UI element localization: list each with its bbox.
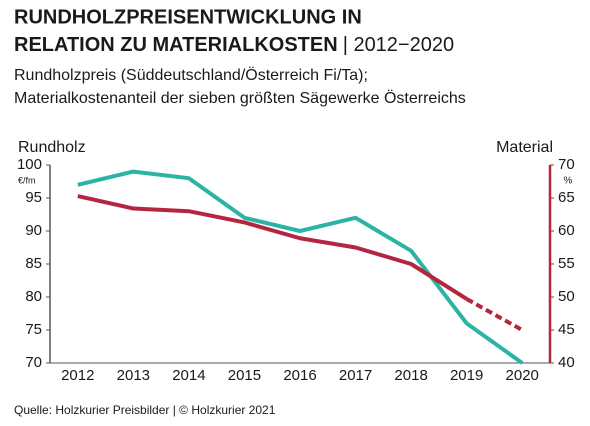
series-line: [77, 169, 524, 365]
x-tick-label: 2015: [228, 367, 261, 384]
y2-tick-label: 50: [558, 288, 575, 305]
x-tick-label: 2017: [339, 367, 372, 384]
y-tick-label: 95: [25, 189, 42, 206]
chart-title: RUNDHOLZPREISENTWICKLUNG IN: [14, 6, 362, 28]
y2-tick-label: 70: [558, 156, 575, 173]
x-tick-label: 2012: [61, 367, 94, 384]
chart-title-suffix: | 2012−2020: [343, 34, 454, 56]
y2-tick-label: 60: [558, 222, 575, 239]
source: Quelle: Holzkurier Preisbilder | © Holzk…: [14, 403, 276, 417]
y-tick-label: 100: [17, 156, 42, 173]
y2-tick-label: 40: [558, 354, 575, 371]
y-tick-label: 90: [25, 222, 42, 239]
y2-axis-unit: %: [564, 176, 573, 187]
y2-tick-label: 45: [558, 321, 575, 338]
x-tick-label: 2020: [506, 367, 539, 384]
chart-title-line: RELATION ZU MATERIALKOSTEN | 2012−2020: [14, 34, 454, 56]
series-line: [77, 194, 468, 301]
chart-title: RELATION ZU MATERIALKOSTEN: [14, 34, 338, 56]
x-tick-label: 2013: [117, 367, 150, 384]
y-tick-label: 85: [25, 255, 42, 272]
x-tick-label: 2016: [283, 367, 316, 384]
x-tick-label: 2018: [394, 367, 427, 384]
y-tick-label: 70: [25, 354, 42, 371]
x-tick-label: 2019: [450, 367, 483, 384]
y-tick-label: 80: [25, 288, 42, 305]
x-tick-label: 2014: [172, 367, 205, 384]
y-axis-label: Rundholz: [18, 139, 86, 156]
y-axis-unit: €/fm: [18, 175, 36, 185]
y2-axis-label: Material: [496, 139, 553, 156]
y2-tick-label: 65: [558, 189, 575, 206]
subtitle: Rundholzpreis (Süddeutschland/Österreich…: [14, 66, 368, 84]
series-line-dashed: [465, 297, 524, 332]
y2-tick-label: 55: [558, 255, 575, 272]
y-tick-label: 75: [25, 321, 42, 338]
subtitle: Materialkostenanteil der sieben größten …: [14, 89, 466, 107]
